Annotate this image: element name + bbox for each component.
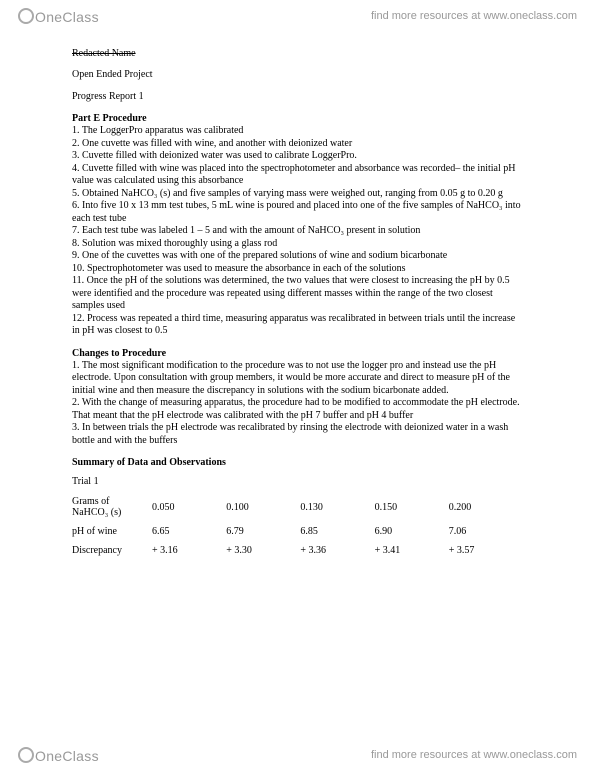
logo-icon bbox=[18, 747, 34, 763]
list-item: 7. Each test tube was labeled 1 – 5 and … bbox=[72, 225, 523, 238]
footer-tagline: find more resources at www.oneclass.com bbox=[371, 749, 577, 761]
cell: 6.65 bbox=[152, 522, 226, 541]
changes-list: 1. The most significant modification to … bbox=[72, 360, 523, 448]
summary-heading: Summary of Data and Observations bbox=[72, 457, 523, 468]
cell: 6.79 bbox=[226, 522, 300, 541]
cell: 0.130 bbox=[300, 492, 374, 522]
brand-logo: OneClass bbox=[18, 6, 99, 25]
table-row: Grams of NaHCO₃ (s) 0.050 0.100 0.130 0.… bbox=[72, 492, 523, 522]
list-item: 9. One of the cuvettes was with one of t… bbox=[72, 250, 523, 263]
cell: + 3.30 bbox=[226, 541, 300, 560]
cell: 0.100 bbox=[226, 492, 300, 522]
cell: + 3.36 bbox=[300, 541, 374, 560]
brand-logo: OneClass bbox=[18, 745, 99, 764]
list-item: 3. Cuvette filled with deionized water w… bbox=[72, 150, 523, 163]
trial-label: Trial 1 bbox=[72, 476, 523, 488]
header-bar: OneClass find more resources at www.onec… bbox=[0, 0, 595, 31]
project-title: Open Ended Project bbox=[72, 69, 523, 81]
cell: 0.050 bbox=[152, 492, 226, 522]
list-item: 2. One cuvette was filled with wine, and… bbox=[72, 138, 523, 151]
cell: + 3.41 bbox=[375, 541, 449, 560]
cell: 0.200 bbox=[449, 492, 523, 522]
list-item: 10. Spectrophotometer was used to measur… bbox=[72, 263, 523, 276]
page-content: Redacted Name Open Ended Project Progres… bbox=[0, 0, 595, 608]
report-subtitle: Progress Report 1 bbox=[72, 91, 523, 103]
header-tagline: find more resources at www.oneclass.com bbox=[371, 10, 577, 22]
cell: + 3.16 bbox=[152, 541, 226, 560]
brand-name: OneClass bbox=[35, 748, 99, 764]
cell: 6.85 bbox=[300, 522, 374, 541]
logo-icon bbox=[18, 8, 34, 24]
list-item: 12. Process was repeated a third time, m… bbox=[72, 313, 523, 338]
table-row: Discrepancy + 3.16 + 3.30 + 3.36 + 3.41 … bbox=[72, 541, 523, 560]
list-item: 4. Cuvette filled with wine was placed i… bbox=[72, 163, 523, 188]
redacted-name: Redacted Name bbox=[72, 48, 136, 59]
cell: + 3.57 bbox=[449, 541, 523, 560]
changes-heading: Changes to Procedure bbox=[72, 348, 523, 359]
row-label: Discrepancy bbox=[72, 541, 152, 560]
cell: 6.90 bbox=[375, 522, 449, 541]
list-item: 5. Obtained NaHCO₃ (s) and five samples … bbox=[72, 188, 523, 201]
part-e-list: 1. The LoggerPro apparatus was calibrate… bbox=[72, 125, 523, 338]
table-row: pH of wine 6.65 6.79 6.85 6.90 7.06 bbox=[72, 522, 523, 541]
row-label: pH of wine bbox=[72, 522, 152, 541]
list-item: 1. The LoggerPro apparatus was calibrate… bbox=[72, 125, 523, 138]
list-item: 11. Once the pH of the solutions was det… bbox=[72, 275, 523, 313]
part-e-heading: Part E Procedure bbox=[72, 113, 523, 124]
list-item: 8. Solution was mixed thoroughly using a… bbox=[72, 238, 523, 251]
brand-name: OneClass bbox=[35, 9, 99, 25]
cell: 7.06 bbox=[449, 522, 523, 541]
row-label: Grams of NaHCO₃ (s) bbox=[72, 492, 152, 522]
footer-bar: OneClass find more resources at www.onec… bbox=[0, 739, 595, 770]
list-item: 3. In between trials the pH electrode wa… bbox=[72, 422, 523, 447]
list-item: 2. With the change of measuring apparatu… bbox=[72, 397, 523, 422]
list-item: 6. Into five 10 x 13 mm test tubes, 5 mL… bbox=[72, 200, 523, 225]
data-table: Grams of NaHCO₃ (s) 0.050 0.100 0.130 0.… bbox=[72, 492, 523, 560]
list-item: 1. The most significant modification to … bbox=[72, 360, 523, 398]
cell: 0.150 bbox=[375, 492, 449, 522]
